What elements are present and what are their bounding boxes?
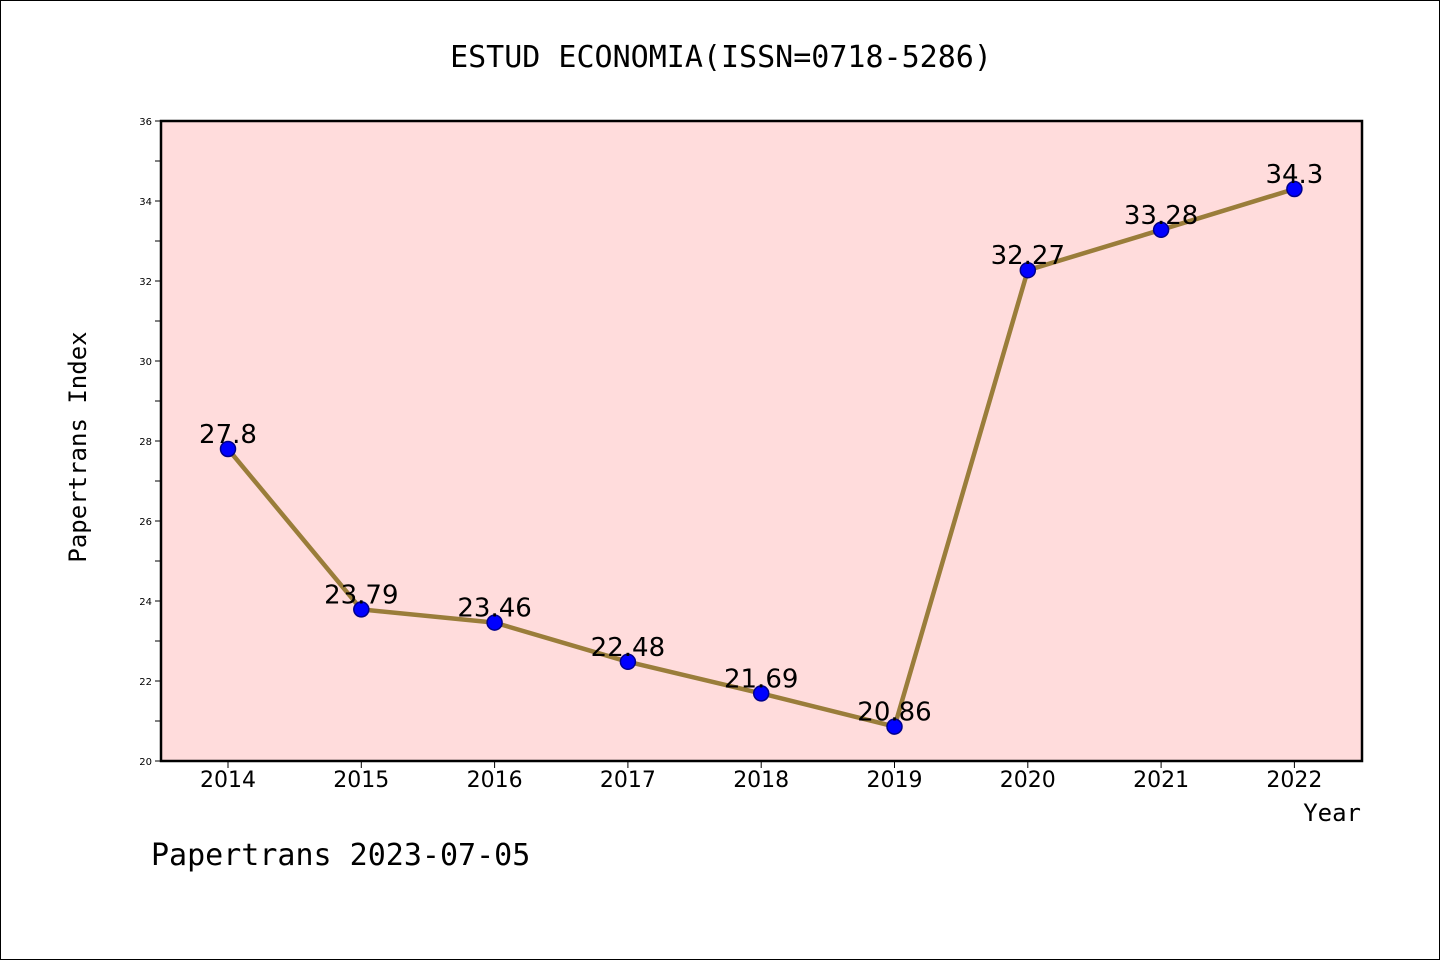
x-tick-label: 2015 [333, 768, 389, 793]
data-label: 34.3 [1265, 160, 1323, 190]
data-label: 33.28 [1124, 201, 1198, 231]
data-point-marker [353, 601, 370, 618]
y-axis-title: Papertrans Index [64, 331, 92, 562]
markers-layer [219, 180, 1303, 735]
y-tick-label: 36 [139, 117, 152, 128]
y-axis: 20 22 24 26 28 30 32 34 36 [139, 117, 161, 768]
plot-border [159, 119, 1364, 763]
data-label: 23.46 [457, 594, 531, 624]
y-tick-label: 28 [139, 437, 152, 448]
y-tick-label: 20 [139, 757, 152, 768]
data-point-marker [886, 718, 903, 735]
data-point-marker [219, 440, 237, 458]
x-tick-label: 2017 [600, 768, 656, 793]
y-tick-label: 24 [139, 597, 152, 608]
x-tick-label: 2019 [867, 768, 923, 793]
chart-title: ESTUD ECONOMIA(ISSN=0718-5286) [450, 40, 992, 75]
x-axis: 2014 2015 2016 2017 2018 2019 2020 2021 2022 [200, 761, 1322, 793]
data-label: 32.27 [991, 241, 1065, 271]
x-tick-label: 2014 [200, 768, 256, 793]
y-tick-label: 26 [139, 517, 152, 528]
data-label: 22.48 [591, 633, 665, 663]
data-label: 27.8 [199, 420, 257, 450]
data-point-marker [486, 614, 503, 631]
x-tick-label: 2018 [733, 768, 789, 793]
footer-date-label: Papertrans 2023-07-05 [151, 838, 530, 873]
data-point-marker [619, 653, 637, 671]
x-tick-label: 2022 [1266, 768, 1322, 793]
y-tick-label: 32 [139, 277, 152, 288]
y-tick-label: 34 [139, 197, 152, 208]
data-label: 23.79 [324, 580, 398, 610]
data-label: 21.69 [724, 664, 798, 694]
x-axis-title: Year [1303, 799, 1361, 827]
x-tick-label: 2021 [1133, 768, 1189, 793]
data-point-marker [1019, 261, 1037, 279]
x-tick-label: 2020 [1000, 768, 1056, 793]
data-point-marker [752, 685, 770, 702]
data-point-marker [1286, 180, 1303, 198]
y-tick-label: 22 [139, 677, 152, 688]
x-tick-label: 2016 [467, 768, 523, 793]
data-labels-layer: 27.8 23.79 23.46 22.48 21.69 20.86 32.27 33.28 3… [199, 160, 1323, 728]
data-point-marker [1152, 221, 1170, 239]
data-label: 20.86 [857, 698, 931, 728]
y-tick-label: 30 [139, 357, 152, 368]
